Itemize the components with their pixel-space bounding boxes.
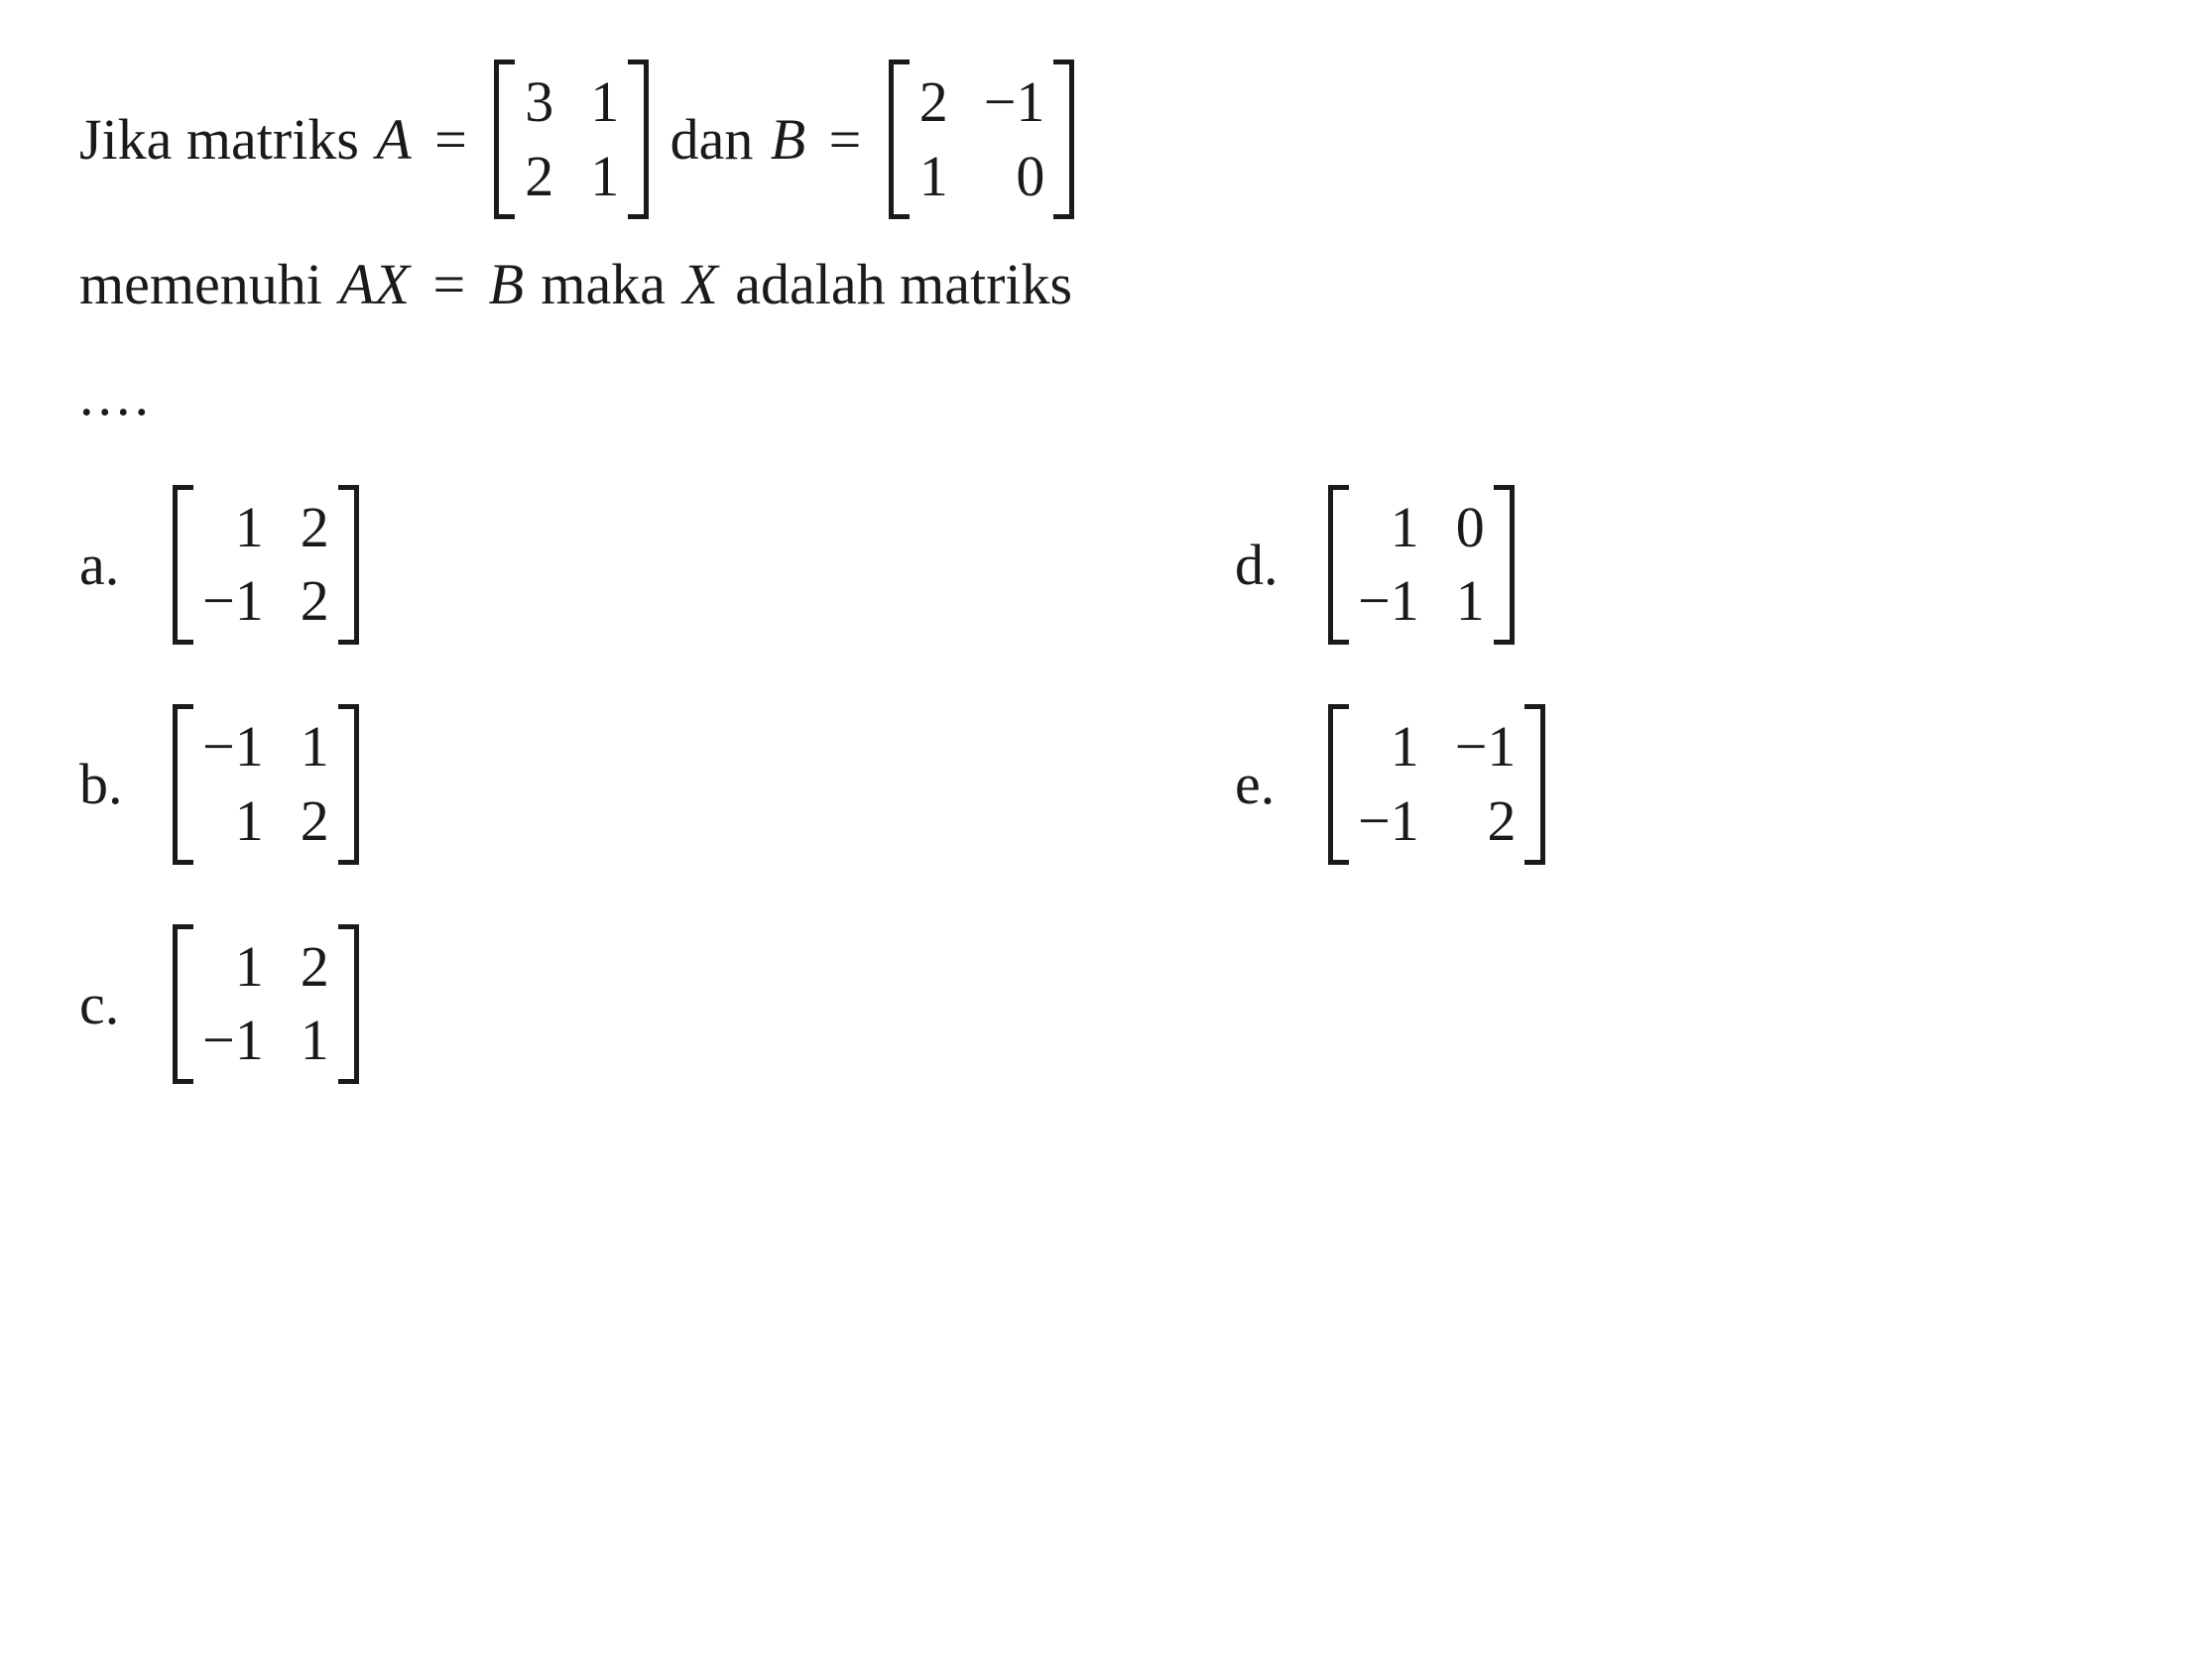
- bracket-left-icon: [173, 704, 188, 864]
- matrix-b-content: 2 −1 1 0: [905, 60, 1059, 219]
- bracket-left-icon: [173, 485, 188, 645]
- matrix-cell: 2: [300, 495, 329, 561]
- matrix-content: 1 2 −1 2: [188, 485, 343, 645]
- matrix-cell: 2: [524, 144, 553, 210]
- matrix-cell: −1: [202, 1008, 264, 1074]
- question-line-2: memenuhi AX = B maka X adalah matriks: [79, 244, 2113, 324]
- matrix-cell: 1: [202, 934, 264, 1001]
- bracket-left-icon: [173, 924, 188, 1084]
- option-d: d. 1 0 −1 1: [1235, 485, 2113, 645]
- matrix-cell: 2: [1455, 788, 1517, 855]
- matrix-cell: 1: [202, 495, 264, 561]
- matrix-content: 1 2 −1 1: [188, 924, 343, 1084]
- matrix-option-d: 1 0 −1 1: [1328, 485, 1515, 645]
- question-text: Jika matriks A = 3 1 2 1 dan B = 2 −1 1 …: [79, 60, 2113, 435]
- bracket-left-icon: [494, 60, 510, 219]
- bracket-right-icon: [343, 485, 359, 645]
- ellipsis: ....: [79, 355, 2113, 435]
- matrix-cell: 1: [300, 1008, 329, 1074]
- option-label-d: d.: [1235, 525, 1284, 605]
- matrix-cell: −1: [984, 69, 1045, 136]
- matrix-cell: 1: [1455, 568, 1485, 635]
- matrix-option-e: 1 −1 −1 2: [1328, 704, 1545, 864]
- matrix-cell: 3: [524, 69, 553, 136]
- matrix-cell: 2: [300, 934, 329, 1001]
- matrix-option-a: 1 2 −1 2: [173, 485, 359, 645]
- matrix-cell: 0: [1455, 495, 1485, 561]
- option-label-e: e.: [1235, 744, 1284, 824]
- text-maka: maka: [541, 244, 666, 324]
- bracket-left-icon: [1328, 485, 1344, 645]
- matrix-cell: −1: [1455, 714, 1517, 780]
- matrix-option-c: 1 2 −1 1: [173, 924, 359, 1084]
- matrix-b: 2 −1 1 0: [889, 60, 1075, 219]
- text-jika-matriks: Jika matriks: [79, 99, 359, 180]
- text-dan: dan: [670, 99, 754, 180]
- equals-2: =: [829, 99, 862, 180]
- option-label-b: b.: [79, 744, 129, 824]
- variable-b2: B: [489, 244, 524, 324]
- matrix-cell: −1: [202, 568, 264, 635]
- matrix-cell: −1: [202, 714, 264, 780]
- option-c: c. 1 2 −1 1: [79, 924, 957, 1084]
- question-line-1: Jika matriks A = 3 1 2 1 dan B = 2 −1 1 …: [79, 60, 2113, 219]
- bracket-right-icon: [1499, 485, 1515, 645]
- variable-x: X: [682, 244, 717, 324]
- bracket-right-icon: [343, 924, 359, 1084]
- expression-ax: AX: [339, 244, 410, 324]
- bracket-right-icon: [1058, 60, 1074, 219]
- text-memenuhi: memenuhi: [79, 244, 322, 324]
- matrix-content: 1 −1 −1 2: [1344, 704, 1529, 864]
- matrix-content: −1 1 1 2: [188, 704, 343, 864]
- option-label-c: c.: [79, 964, 129, 1044]
- matrix-cell: 1: [918, 144, 948, 210]
- text-adalah-matriks: adalah matriks: [735, 244, 1072, 324]
- bracket-right-icon: [1529, 704, 1545, 864]
- matrix-cell: 0: [984, 144, 1045, 210]
- matrix-a-content: 3 1 2 1: [510, 60, 633, 219]
- equals-3: =: [432, 244, 465, 324]
- options-grid: a. 1 2 −1 2 d. 1 0 −1 1 b.: [79, 485, 2113, 1084]
- option-label-a: a.: [79, 525, 129, 605]
- bracket-left-icon: [889, 60, 905, 219]
- matrix-cell: 1: [589, 144, 619, 210]
- matrix-cell: −1: [1358, 568, 1419, 635]
- variable-b: B: [771, 99, 805, 180]
- bracket-left-icon: [1328, 704, 1344, 864]
- matrix-option-b: −1 1 1 2: [173, 704, 359, 864]
- matrix-cell: 1: [1358, 495, 1419, 561]
- bracket-right-icon: [633, 60, 649, 219]
- equals-1: =: [434, 99, 467, 180]
- matrix-content: 1 0 −1 1: [1344, 485, 1499, 645]
- matrix-cell: −1: [1358, 788, 1419, 855]
- matrix-cell: 2: [300, 788, 329, 855]
- variable-a: A: [376, 99, 411, 180]
- matrix-cell: 1: [202, 788, 264, 855]
- option-e: e. 1 −1 −1 2: [1235, 704, 2113, 864]
- matrix-cell: 1: [300, 714, 329, 780]
- matrix-cell: 2: [918, 69, 948, 136]
- matrix-cell: 1: [1358, 714, 1419, 780]
- option-b: b. −1 1 1 2: [79, 704, 957, 864]
- matrix-a: 3 1 2 1: [494, 60, 649, 219]
- option-a: a. 1 2 −1 2: [79, 485, 957, 645]
- bracket-right-icon: [343, 704, 359, 864]
- matrix-cell: 2: [300, 568, 329, 635]
- matrix-cell: 1: [589, 69, 619, 136]
